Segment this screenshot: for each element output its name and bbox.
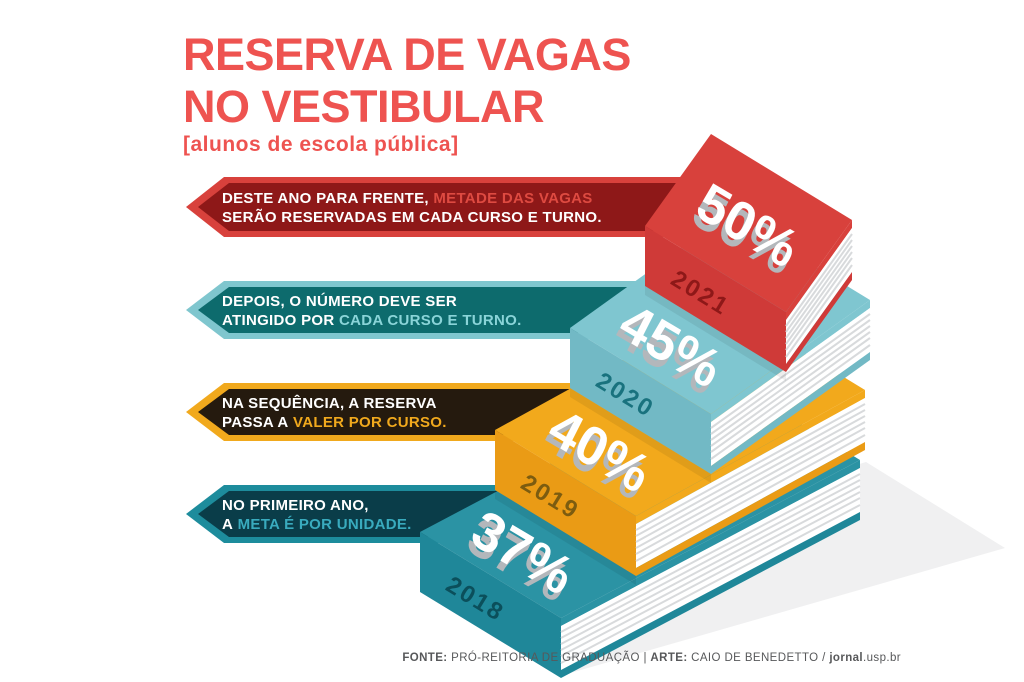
book-2021-cover bbox=[645, 134, 852, 312]
banner-2021-arrow-fill bbox=[198, 183, 700, 231]
banner-2018-line1: NO PRIMEIRO ANO, bbox=[222, 497, 369, 514]
banner-2019-line2: PASSA A VALER POR CURSO. bbox=[222, 414, 447, 431]
book-2021-page-stripes bbox=[785, 233, 853, 358]
step-shadow-on-2018 bbox=[495, 490, 636, 585]
footer-source: PRÓ-REITORIA DE GRADUAÇÃO bbox=[448, 651, 644, 664]
footer-separator: | bbox=[643, 652, 650, 664]
banner-2020-arrow-fill bbox=[198, 287, 655, 333]
banner-2018-line2: A META É POR UNIDADE. bbox=[222, 516, 412, 533]
book-2019-page-stripes bbox=[635, 403, 866, 562]
banner-2020-line2: ATINGIDO POR CADA CURSO E TURNO. bbox=[222, 312, 522, 329]
banner-2020-line2-highlight: CADA CURSO E TURNO. bbox=[339, 312, 522, 329]
book-2018-foredge-top-lip bbox=[561, 460, 860, 626]
footer-site-rest: .usp.br bbox=[863, 652, 901, 664]
footer-art-label: ARTE: bbox=[650, 652, 687, 664]
footer-art: CAIO DE BENEDETTO / bbox=[688, 652, 830, 664]
banner-2018-line2-highlight: META É POR UNIDADE. bbox=[238, 516, 412, 533]
banner-2019-line1-normal: NA SEQUÊNCIA, A RESERVA bbox=[222, 394, 437, 412]
banner-2019: NA SEQUÊNCIA, A RESERVA PASSA A VALER PO… bbox=[186, 383, 600, 441]
book-2018-page-stripes bbox=[560, 473, 861, 664]
banner-2021-line2-normal: SERÃO RESERVADAS EM CADA CURSO E TURNO. bbox=[222, 208, 602, 226]
banner-2020-line1: DEPOIS, O NÚMERO DEVE SER bbox=[222, 292, 457, 310]
book-2018-spine bbox=[420, 532, 561, 678]
page-title-line2: NO VESTIBULAR bbox=[183, 81, 544, 132]
book-2021: 2021 50% 50% bbox=[645, 134, 853, 372]
step-shadow-on-2020 bbox=[645, 286, 786, 381]
book-2019-foredge-top-lip bbox=[636, 390, 865, 524]
banner-2018-line1-normal: NO PRIMEIRO ANO, bbox=[222, 497, 369, 514]
banner-2021: DESTE ANO PARA FRENTE, METADE DAS VAGAS … bbox=[186, 177, 700, 237]
banner-2021-line1-highlight: METADE DAS VAGAS bbox=[433, 190, 592, 207]
banner-2020-line2-normal: ATINGIDO POR bbox=[222, 312, 339, 329]
banner-2019-line2-normal: PASSA A bbox=[222, 414, 293, 431]
book-2019-bottom-lip bbox=[636, 442, 865, 576]
banner-2021-line1: DESTE ANO PARA FRENTE, METADE DAS VAGAS bbox=[222, 190, 593, 207]
banner-2020-line1-normal: DEPOIS, O NÚMERO DEVE SER bbox=[222, 292, 457, 310]
footer-site-bold: jornal bbox=[828, 652, 863, 664]
banner-2020: DEPOIS, O NÚMERO DEVE SER ATINGIDO POR C… bbox=[186, 281, 655, 339]
banner-2019-arrow-fill bbox=[198, 389, 600, 435]
banner-2019-line2-highlight: VALER POR CURSO. bbox=[293, 414, 447, 431]
page-title-line1: RESERVA DE VAGAS bbox=[183, 29, 631, 80]
book-2018-bottom-lip bbox=[561, 512, 860, 678]
banner-2021-line1-normal: DESTE ANO PARA FRENTE, bbox=[222, 190, 433, 207]
footer-credits: FONTE: PRÓ-REITORIA DE GRADUAÇÃO | ARTE:… bbox=[402, 651, 901, 664]
step-shadow-on-2019 bbox=[570, 388, 711, 483]
book-2020-bottom-lip bbox=[711, 352, 870, 474]
book-2021-foredge-top-lip bbox=[786, 220, 852, 320]
banner-2018-line2-normal: A bbox=[222, 516, 238, 533]
book-2020-page-stripes bbox=[710, 313, 871, 460]
book-2020-spine bbox=[570, 328, 711, 474]
banner-2021-line2: SERÃO RESERVADAS EM CADA CURSO E TURNO. bbox=[222, 208, 602, 226]
book-2021-spine bbox=[645, 226, 786, 372]
book-2021-bottom-lip bbox=[786, 272, 852, 372]
footer-source-label: FONTE: bbox=[402, 652, 447, 664]
page-subtitle: [alunos de escola pública] bbox=[183, 133, 459, 156]
book-2019-spine bbox=[495, 430, 636, 576]
banner-2019-line1: NA SEQUÊNCIA, A RESERVA bbox=[222, 394, 437, 412]
